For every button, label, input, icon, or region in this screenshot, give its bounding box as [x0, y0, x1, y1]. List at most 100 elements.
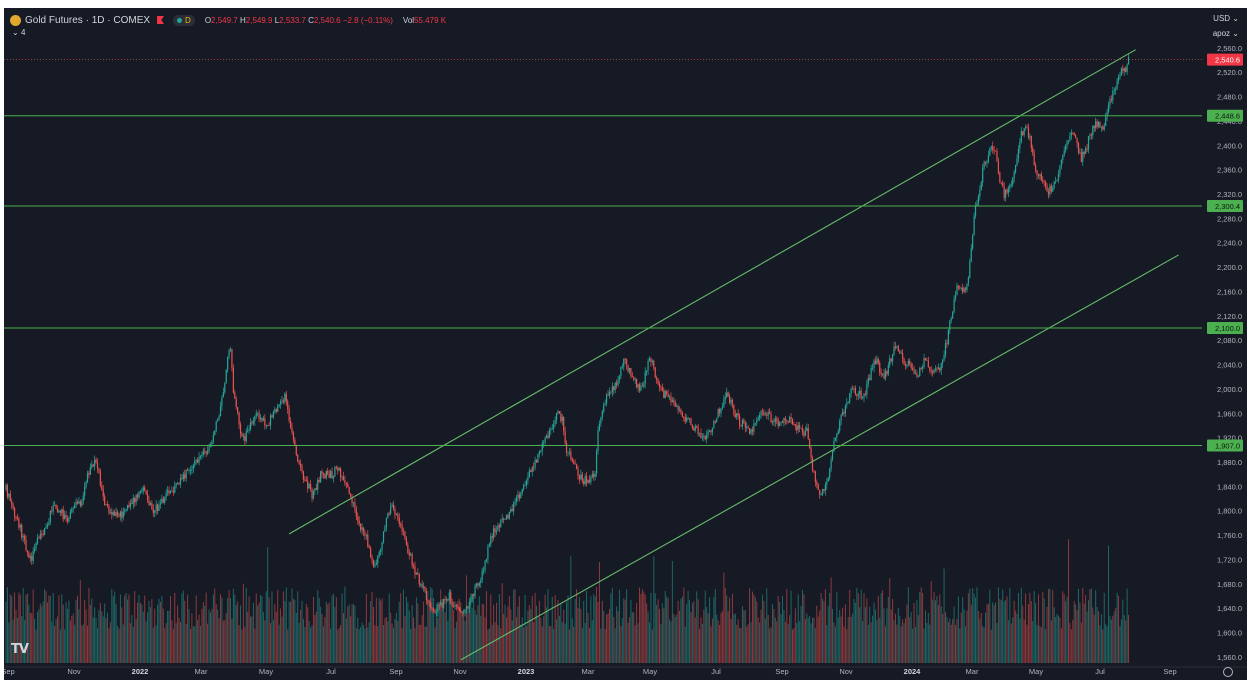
volume-bar: [181, 593, 183, 663]
volume-bar: [774, 617, 776, 663]
volume-bar: [879, 617, 881, 663]
volume-bar: [664, 590, 666, 663]
volume-bar: [363, 625, 364, 663]
volume-value: 55.479 K: [414, 15, 447, 25]
candle-body: [646, 370, 648, 372]
volume-bar: [354, 605, 356, 663]
candle-body: [849, 393, 851, 403]
candle-body: [299, 463, 302, 467]
volume-bar: [209, 612, 211, 663]
volume-bar: [1023, 619, 1025, 663]
volume-bar: [568, 629, 570, 663]
volume-bar: [292, 598, 294, 663]
volume-bar: [511, 620, 513, 663]
candle-body: [391, 504, 393, 507]
candle-body: [800, 427, 802, 429]
candle-body: [857, 394, 859, 396]
volume-bar: [636, 603, 638, 663]
candle-body: [873, 360, 875, 368]
volume-bar: [404, 615, 406, 663]
symbol-title[interactable]: Gold Futures · 1D · COMEX: [25, 14, 151, 26]
candle-body: [136, 494, 139, 498]
volume-bar: [427, 590, 429, 663]
candle-body: [920, 368, 922, 370]
volume-bar: [1115, 608, 1117, 663]
volume-bar: [451, 602, 453, 663]
indicators-toggle-button[interactable]: ⌄ 4: [12, 28, 26, 37]
tradingview-logo-icon[interactable]: TV: [11, 642, 29, 657]
y-tick-label: 2,040.0: [1217, 361, 1242, 370]
volume-bar: [910, 612, 912, 663]
candle-body: [880, 372, 882, 375]
volume-bar: [874, 609, 876, 663]
candle-body: [307, 480, 309, 489]
volume-bar: [693, 601, 695, 663]
currency-select[interactable]: USD ⌄: [1213, 14, 1239, 23]
volume-bar: [240, 605, 242, 663]
candle-body: [305, 479, 307, 481]
volume-bar: [588, 627, 590, 663]
candle-body: [847, 402, 849, 404]
volume-bar: [932, 599, 934, 663]
candle-body: [28, 552, 30, 558]
change-value: −2.8 (−0.11%): [342, 15, 393, 25]
candle-body: [1027, 127, 1030, 138]
candle-body: [424, 586, 426, 592]
settings-icon[interactable]: [1223, 667, 1233, 677]
volume-bar: [284, 601, 286, 663]
volume-bar: [985, 612, 987, 663]
volume-bar: [867, 624, 869, 663]
volume-bar: [643, 591, 645, 663]
candle-body: [510, 509, 512, 512]
candle-body: [35, 543, 37, 549]
candle-body: [500, 520, 502, 528]
flag-icon[interactable]: [157, 16, 165, 24]
price-chart[interactable]: 2,560.02,520.02,480.02,440.02,400.02,360…: [4, 8, 1247, 680]
candle-body: [79, 501, 81, 506]
volume-bar: [105, 618, 107, 663]
volume-bar: [300, 609, 302, 663]
candle-body: [395, 514, 397, 516]
candle-body: [643, 383, 645, 387]
volume-bar: [94, 607, 96, 663]
scale-mode-select[interactable]: apoz ⌄: [1213, 29, 1239, 38]
candle-body: [388, 512, 390, 514]
volume-bar: [107, 612, 109, 663]
volume-bar: [1059, 617, 1061, 663]
candle-body: [984, 161, 987, 164]
volume-bar: [221, 597, 223, 663]
volume-bar: [1089, 589, 1091, 663]
candle-body: [194, 460, 196, 466]
volume-bar: [614, 628, 616, 663]
volume-bar: [169, 596, 171, 663]
volume-bar: [520, 624, 522, 663]
volume-bar: [590, 596, 592, 663]
candle-body: [34, 548, 36, 551]
candle-body: [435, 611, 438, 613]
volume-bar: [543, 616, 545, 663]
candle-body: [1097, 121, 1100, 127]
volume-bar: [679, 610, 681, 663]
candle-body: [883, 373, 885, 379]
candle-body: [318, 479, 320, 483]
volume-bar: [318, 598, 320, 663]
volume-bar: [516, 617, 518, 663]
candle-body: [907, 360, 909, 365]
market-status-pill[interactable]: D: [173, 14, 195, 26]
candle-body: [465, 606, 468, 610]
volume-bar: [950, 624, 952, 663]
volume-bar: [834, 626, 836, 663]
candle-body: [799, 425, 801, 428]
volume-bar: [501, 583, 503, 663]
volume-bar: [850, 616, 852, 663]
volume-bar: [786, 588, 788, 663]
y-tick-label: 2,240.0: [1217, 239, 1242, 248]
candle-body: [701, 437, 704, 438]
volume-bar: [822, 598, 824, 663]
volume-bar: [368, 622, 370, 663]
volume-bar: [6, 587, 8, 663]
candle-body: [56, 508, 59, 512]
candle-body: [341, 476, 343, 478]
volume-bar: [896, 624, 898, 663]
candle-body: [563, 416, 565, 432]
